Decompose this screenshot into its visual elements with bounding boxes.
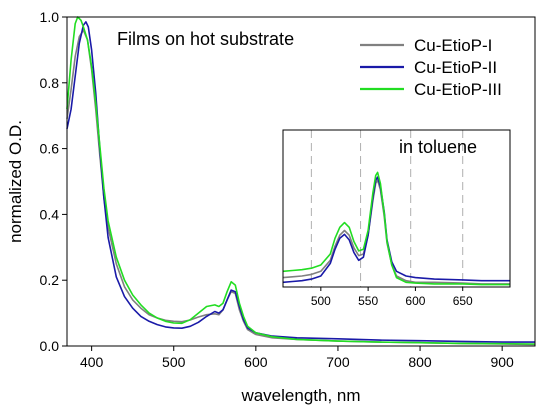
inset-series-group — [282, 171, 510, 286]
main-axis-ticks: 400 500 600 700 800 900 0.0 0.2 0.4 0.6 0.8 1.0 — [40, 9, 515, 370]
inset-plot-frame — [282, 129, 511, 288]
x-tick-label: 400 — [80, 354, 104, 370]
inset-label: in toluene — [399, 137, 477, 157]
y-axis-label: normalized O.D. — [6, 120, 25, 243]
inset-axis-ticks: 500 550 600 650 — [311, 287, 473, 308]
y-tick-label: 0.2 — [40, 272, 60, 288]
main-series-group — [66, 16, 536, 346]
main-plot-frame — [66, 16, 536, 347]
inset-x-tick-label: 500 — [311, 294, 331, 308]
x-axis-label: wavelength, nm — [240, 386, 360, 405]
x-tick-label: 600 — [244, 354, 268, 370]
inset-gridlines — [310, 130, 464, 287]
y-tick-label: 0.4 — [40, 206, 60, 222]
legend-label: Cu-EtioP-II — [414, 58, 497, 77]
inset-x-tick-label: 650 — [453, 294, 473, 308]
legend-entry-cu-etiop-ii: Cu-EtioP-II — [360, 58, 497, 77]
legend-label: Cu-EtioP-I — [414, 36, 492, 55]
y-tick-label: 0.6 — [40, 141, 60, 157]
y-tick-label: 1.0 — [40, 9, 60, 25]
legend-entry-cu-etiop-i: Cu-EtioP-I — [360, 36, 492, 55]
x-tick-label: 900 — [490, 354, 514, 370]
x-tick-label: 700 — [326, 354, 350, 370]
legend: Cu-EtioP-I Cu-EtioP-II Cu-EtioP-III — [360, 36, 502, 99]
inset-background — [283, 130, 510, 287]
inset-plot: 500 550 600 650 in toluene — [282, 129, 511, 308]
inset-series-line-cu-etiop-iii — [282, 171, 510, 286]
chart-annotation: Films on hot substrate — [117, 29, 294, 49]
y-tick-label: 0.8 — [40, 75, 60, 91]
main-plot: 400 500 600 700 800 900 0.0 0.2 0.4 0.6 0.8 1.0 wav… — [6, 9, 536, 405]
x-tick-label: 800 — [408, 354, 432, 370]
inset-x-tick-label: 550 — [358, 294, 378, 308]
y-tick-label: 0.0 — [40, 338, 60, 354]
inset-x-tick-label: 600 — [405, 294, 425, 308]
legend-label: Cu-EtioP-III — [414, 80, 502, 99]
series-line-cu-etiop-iii — [66, 16, 536, 345]
x-tick-label: 500 — [162, 354, 186, 370]
legend-entry-cu-etiop-iii: Cu-EtioP-III — [360, 80, 502, 99]
series-line-cu-etiop-ii — [66, 21, 535, 343]
